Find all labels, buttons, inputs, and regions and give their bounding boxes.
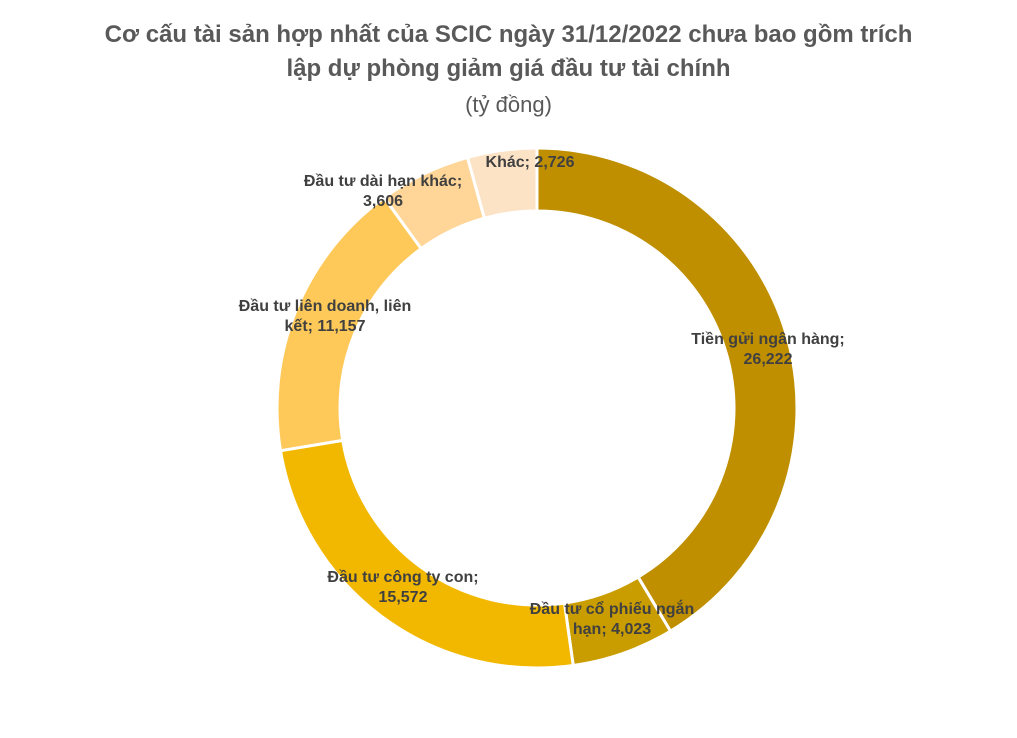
label-separator: ; <box>524 154 530 171</box>
data-label: Đầu tư công ty con; 15,572 <box>303 568 503 608</box>
data-label: Đầu tư liên doanh, liên kết; 11,157 <box>235 297 415 337</box>
label-separator: ; <box>307 318 313 335</box>
data-label: Tiền gửi ngân hàng; 26,222 <box>683 330 853 370</box>
value-label: 3,606 <box>362 193 404 210</box>
value-label: 2,726 <box>534 154 575 171</box>
label-separator: ; <box>473 569 479 586</box>
category-name: Đầu tư liên doanh, liên kết <box>238 298 412 335</box>
value-label: 11,157 <box>317 318 366 335</box>
donut-segment <box>465 146 539 221</box>
category-name: Tiền gửi ngân hàng <box>691 331 840 348</box>
category-name: Khác <box>485 154 525 171</box>
value-label: 15,572 <box>378 589 428 606</box>
label-separator: ; <box>456 173 463 190</box>
label-separator: ; <box>601 621 607 638</box>
data-label: Đầu tư dài hạn khác; 3,606 <box>283 172 483 212</box>
value-label: 26,222 <box>743 351 793 368</box>
label-separator: ; <box>839 331 845 348</box>
category-name: Đầu tư công ty con <box>327 569 474 586</box>
donut-segment <box>535 146 799 634</box>
chart-subtitle: (tỷ đồng) <box>465 92 552 117</box>
value-label: 4,023 <box>611 621 652 638</box>
chart-title: Cơ cấu tài sản hợp nhất của SCIC ngày 31… <box>104 21 913 82</box>
data-label: Đầu tư cổ phiếu ngắn hạn; 4,023 <box>530 600 695 640</box>
data-label: Khác; 2,726 <box>430 153 630 173</box>
category-name: Đầu tư cổ phiếu ngắn hạn <box>529 601 695 638</box>
category-name: Đầu tư dài hạn khác <box>303 173 457 190</box>
